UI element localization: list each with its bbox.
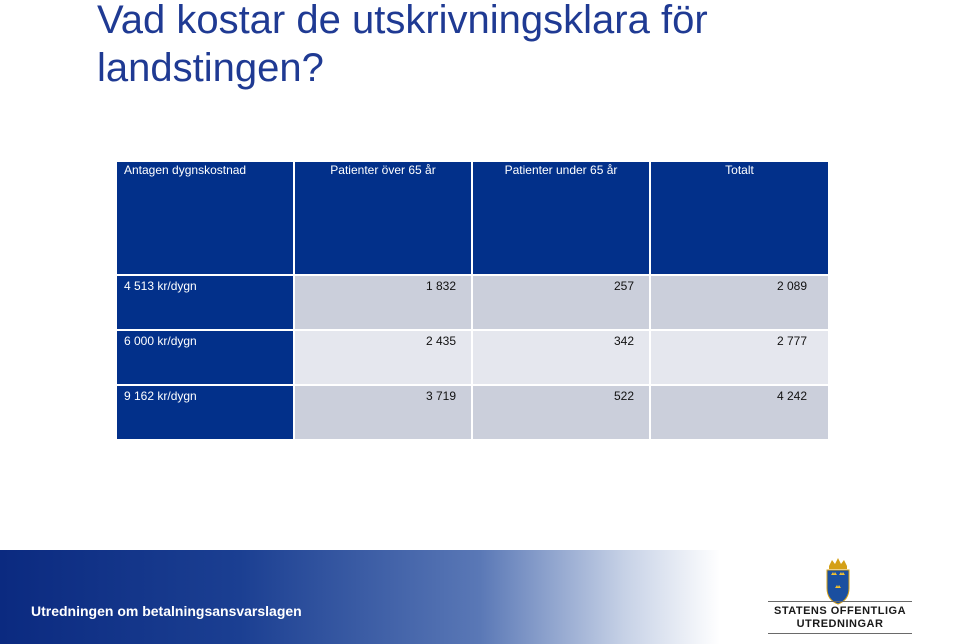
row-over-65: 3 719 <box>295 386 473 441</box>
table-header-row: Antagen dygnskostnad Patienter över 65 å… <box>117 162 828 276</box>
row-total: 4 242 <box>651 386 828 441</box>
row-under-65: 342 <box>473 331 651 386</box>
row-daily-cost: 4 513 kr/dygn <box>117 276 295 331</box>
row-over-65: 2 435 <box>295 331 473 386</box>
royal-crest-icon <box>826 558 850 605</box>
slide-title: Vad kostar de utskrivningsklara för land… <box>97 0 708 90</box>
logo-text-line2: UTREDNINGAR <box>796 618 884 630</box>
logo-divider <box>768 633 912 634</box>
table-row: 6 000 kr/dygn 2 435 342 2 777 <box>117 331 828 386</box>
header-patients-over-65: Patienter över 65 år <box>295 162 473 276</box>
cost-table: Antagen dygnskostnad Patienter över 65 å… <box>117 162 828 441</box>
row-under-65: 522 <box>473 386 651 441</box>
footer-text: Utredningen om betalningsansvarslagen <box>31 603 302 619</box>
header-assumed-daily-cost: Antagen dygnskostnad <box>117 162 295 276</box>
row-daily-cost: 6 000 kr/dygn <box>117 331 295 386</box>
row-over-65: 1 832 <box>295 276 473 331</box>
slide-footer: Utredningen om betalningsansvarslagen ST… <box>0 550 960 644</box>
header-patients-under-65: Patienter under 65 år <box>473 162 651 276</box>
header-total: Totalt <box>651 162 828 276</box>
table-row: 4 513 kr/dygn 1 832 257 2 089 <box>117 276 828 331</box>
row-daily-cost: 9 162 kr/dygn <box>117 386 295 441</box>
row-total: 2 089 <box>651 276 828 331</box>
row-total: 2 777 <box>651 331 828 386</box>
logo-text-line1: STATENS OFFENTLIGA <box>773 605 907 617</box>
row-under-65: 257 <box>473 276 651 331</box>
table-row: 9 162 kr/dygn 3 719 522 4 242 <box>117 386 828 441</box>
logo-divider <box>768 601 912 602</box>
